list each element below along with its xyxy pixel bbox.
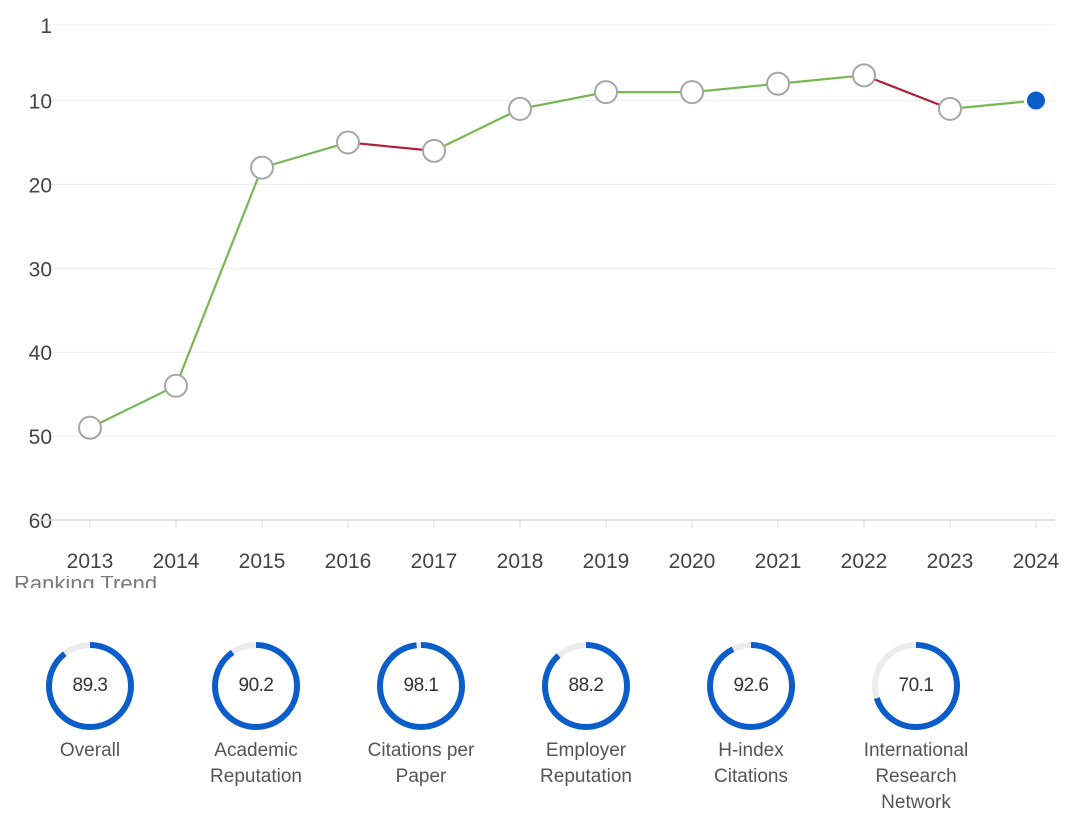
score-indicator: 89.3 Overall: [5, 640, 175, 764]
score-ring: 90.2: [210, 640, 302, 732]
score-indicator: 92.6 H-index Citations: [666, 640, 836, 790]
score-indicator: 90.2 Academic Reputation: [171, 640, 341, 790]
score-indicator: 70.1 International Research Network: [831, 640, 1001, 816]
score-ring-graphic: [542, 642, 630, 730]
line-segment: [260, 141, 350, 169]
score-label: H-index Citations: [666, 738, 836, 790]
data-point: [594, 80, 618, 105]
data-point: [78, 415, 102, 440]
x-tick-label: 2022: [841, 550, 888, 573]
x-tick-label: 2018: [497, 550, 544, 573]
line-segment: [518, 91, 608, 110]
x-tick-label: 2020: [669, 550, 716, 573]
score-label-line: Reputation: [540, 766, 632, 787]
ranking-trend-chart: 1 10 20 30 40 50 60 2013 2014 2015 2016 2017 2018 201…: [29, 15, 1060, 573]
line-segment: [346, 141, 436, 152]
data-point: [852, 63, 876, 88]
score-ring-graphic: [212, 642, 300, 730]
score-ring-arc: [707, 642, 795, 730]
score-value: 88.2: [568, 675, 604, 696]
score-label-line: Paper: [395, 766, 447, 787]
score-label-line: Reputation: [210, 766, 302, 787]
score-label-line: H-index: [718, 740, 784, 761]
data-point: [250, 155, 274, 180]
line-segment: [174, 166, 264, 387]
y-tick-label: 10: [29, 91, 52, 114]
x-tick-label: 2024: [1013, 550, 1060, 573]
x-tick-label: 2013: [67, 550, 114, 573]
score-ring-graphic: [707, 642, 795, 730]
score-label-line: Research: [875, 766, 957, 787]
score-label-line: Network: [881, 792, 951, 813]
line-segment: [948, 99, 1038, 110]
score-label: Citations per Paper: [336, 738, 506, 790]
data-point: [680, 80, 704, 105]
score-indicator: 98.1 Citations per Paper: [336, 640, 506, 790]
score-indicator: 88.2 Employer Reputation: [501, 640, 671, 790]
score-ring-arc: [542, 642, 630, 730]
x-tick-label: 2023: [927, 550, 974, 573]
score-label: Academic Reputation: [171, 738, 341, 790]
x-tick-label: 2017: [411, 550, 458, 573]
score-label-line: Citations per: [367, 740, 475, 761]
data-point: [336, 130, 360, 155]
score-label: Overall: [5, 738, 175, 764]
line-segment: [432, 107, 522, 152]
score-ring-graphic: [46, 642, 134, 730]
score-ring-graphic: [377, 642, 465, 730]
score-value: 92.6: [733, 675, 769, 696]
score-ring-arc: [212, 642, 300, 730]
y-tick-label: 30: [29, 258, 52, 281]
score-value: 89.3: [72, 675, 108, 696]
score-ring: 88.2: [540, 640, 632, 732]
line-chart-svg: 1 10 20 30 40 50 60 2013 2014 2015 2016 2017 2018 201…: [29, 15, 1060, 573]
y-tick-label: 1: [40, 15, 52, 38]
score-ring-arc: [46, 642, 134, 730]
score-label-line: Employer: [545, 740, 627, 761]
section-title: Ranking Trend: [14, 571, 158, 588]
x-tick-label: 2019: [583, 550, 630, 573]
data-point-current: [1027, 91, 1045, 110]
line-segment: [862, 74, 952, 110]
line-segment: [776, 74, 866, 85]
score-ring: 89.3: [44, 640, 136, 732]
data-point: [508, 96, 532, 121]
score-label: Employer Reputation: [501, 738, 671, 790]
x-tick-label: 2015: [239, 550, 286, 573]
score-ring-graphic: [872, 642, 960, 730]
score-ring: 98.1: [375, 640, 467, 732]
data-point: [422, 138, 446, 163]
score-label-line: Citations: [714, 766, 788, 787]
score-ring-arc: [377, 642, 465, 730]
score-value: 70.1: [898, 675, 934, 696]
y-tick-label: 20: [29, 174, 52, 197]
score-ring-arc: [872, 642, 960, 730]
score-value: 98.1: [403, 675, 439, 696]
y-tick-label: 40: [29, 342, 52, 365]
indicator-scores: 89.3 Overall 90.2 Academic Reputation 98.1 Cit…: [0, 640, 1080, 828]
y-tick-label: 50: [29, 426, 52, 449]
line-segment: [690, 82, 780, 94]
data-point: [938, 96, 962, 121]
line-segment: [88, 384, 178, 429]
score-label-line: Academic: [214, 740, 298, 761]
score-label-line: Overall: [59, 740, 121, 761]
data-point: [164, 373, 188, 398]
y-tick-label: 60: [29, 510, 52, 533]
score-label: International Research Network: [831, 738, 1001, 816]
x-tick-label: 2016: [325, 550, 372, 573]
x-tick-label: 2021: [755, 550, 802, 573]
x-tick-label: 2014: [153, 550, 200, 573]
score-label-line: International: [863, 740, 969, 761]
score-ring: 70.1: [870, 640, 962, 732]
score-value: 90.2: [238, 675, 274, 696]
score-ring: 92.6: [705, 640, 797, 732]
data-point: [766, 71, 790, 96]
